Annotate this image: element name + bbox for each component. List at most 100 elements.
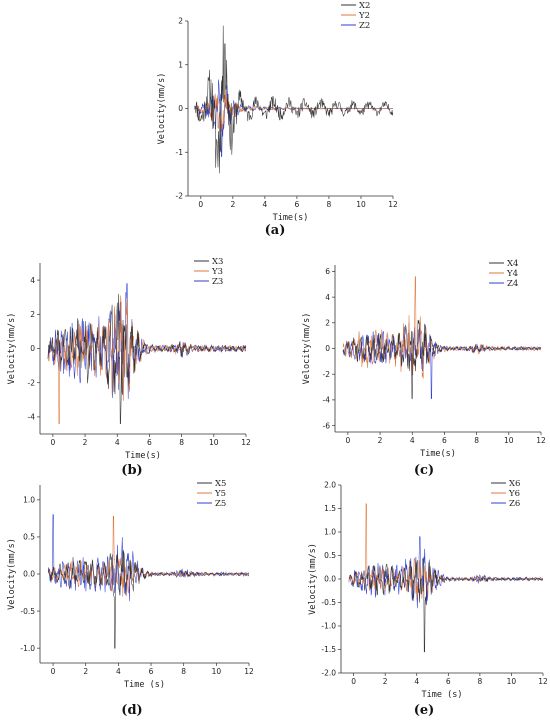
x-tick-label: 8 — [181, 667, 186, 676]
y-tick-label: -6 — [323, 421, 331, 430]
x-tick-label: 12 — [241, 438, 251, 447]
x-tick-label: 8 — [327, 200, 332, 209]
x-tick-label: 10 — [209, 438, 219, 447]
series-line-y3 — [47, 295, 246, 424]
y-tick-label: 0 — [325, 344, 330, 353]
legend-label-x6: X6 — [509, 479, 520, 489]
legend-label-y3: Y3 — [211, 267, 223, 277]
legend-label-x5: X5 — [215, 479, 226, 489]
series-line-x5 — [48, 551, 249, 649]
y-tick-label: 4 — [30, 276, 35, 285]
series-line-z5 — [47, 514, 249, 602]
y-axis-label: Velocity(mm/s) — [7, 313, 17, 385]
x-tick-label: 0 — [345, 436, 350, 445]
panel-caption: (d) — [121, 703, 142, 718]
y-axis-label: Velocity(mm/s) — [157, 73, 167, 145]
y-tick-label: 2.0 — [324, 481, 336, 490]
y-tick-label: -1.5 — [321, 645, 336, 654]
y-tick-label: 0 — [178, 104, 183, 113]
y-tick-label: 1 — [178, 60, 183, 69]
y-tick-label: -4 — [28, 413, 36, 422]
y-tick-label: 6 — [325, 267, 330, 276]
x-tick-label: 8 — [477, 677, 482, 686]
y-tick-label: 1.5 — [324, 504, 336, 513]
x-tick-label: 10 — [504, 436, 514, 445]
x-tick-label: 6 — [446, 677, 451, 686]
legend-label-y4: Y4 — [506, 269, 518, 279]
panel-caption: (b) — [121, 463, 142, 478]
legend-label-x4: X4 — [507, 259, 518, 269]
y-tick-label: -0.5 — [321, 598, 336, 607]
panel-caption: (e) — [414, 703, 435, 718]
x-tick-label: 2 — [383, 677, 388, 686]
y-tick-label: 0 — [30, 344, 35, 353]
chart-panel-5: 0 2 4 6 8 10 12 -2.0 -1.5 -1.0 -0.5 0.0 0.5 1.0 1.5 2.0… — [308, 479, 548, 718]
x-tick-label: 4 — [115, 438, 120, 447]
legend-label-z2: Z2 — [359, 21, 370, 31]
legend-label-y6: Y6 — [508, 489, 520, 499]
series-line-x6 — [348, 558, 543, 653]
y-tick-label: 1.0 — [324, 528, 336, 537]
x-tick-label: 6 — [149, 667, 154, 676]
x-tick-label: 4 — [410, 436, 415, 445]
y-tick-label: -4 — [323, 396, 331, 405]
y-tick-label: -2 — [28, 378, 36, 387]
y-tick-label: 0.0 — [324, 575, 336, 584]
y-axis-label: Velocity(mm/s) — [7, 538, 17, 610]
series-line-y5 — [47, 515, 249, 597]
y-tick-label: -1.0 — [321, 622, 336, 631]
y-tick-label: 4 — [325, 293, 330, 302]
y-tick-label: 2 — [30, 310, 35, 319]
x-tick-label: 2 — [230, 200, 235, 209]
x-tick-label: 6 — [295, 200, 300, 209]
chart-panel-2: 0 2 4 6 8 10 12 -4 -2 0 2 4 Time(s) Velocity(mm/s) X3Y… — [7, 257, 251, 478]
legend-label-x2: X2 — [359, 1, 370, 11]
y-tick-label: -1.0 — [20, 644, 35, 653]
series-line-z4 — [342, 322, 541, 399]
y-tick-label: 2 — [325, 319, 330, 328]
x-tick-label: 0 — [50, 438, 55, 447]
x-axis-label: Time(s) — [420, 449, 456, 459]
y-tick-label: -2 — [323, 370, 331, 379]
x-axis-label: Time(s) — [273, 213, 309, 223]
x-tick-label: 2 — [83, 667, 88, 676]
x-axis-label: Time (s) — [124, 680, 165, 690]
legend-label-z3: Z3 — [212, 277, 223, 287]
legend-label-x3: X3 — [212, 257, 223, 267]
chart-panel-3: 0 2 4 6 8 10 12 -6 -4 -2 0 2 4 6 Time(s) Velocity(mm/s)… — [302, 259, 546, 478]
x-tick-label: 4 — [116, 667, 121, 676]
y-tick-label: 1.0 — [23, 496, 35, 505]
x-tick-label: 10 — [356, 200, 366, 209]
series-line-x2 — [194, 25, 393, 174]
panel-caption: (c) — [414, 463, 434, 478]
series-line-x4 — [342, 319, 541, 399]
x-tick-label: 12 — [388, 200, 398, 209]
y-tick-label: -0.5 — [20, 607, 35, 616]
x-tick-label: 4 — [262, 200, 267, 209]
x-tick-label: 12 — [538, 677, 548, 686]
series-line-z3 — [47, 283, 246, 399]
legend-label-z5: Z5 — [215, 499, 226, 509]
x-tick-label: 10 — [507, 677, 517, 686]
x-tick-label: 6 — [442, 436, 447, 445]
x-tick-label: 8 — [474, 436, 479, 445]
x-tick-label: 6 — [147, 438, 152, 447]
chart-panel-4: 0 2 4 6 8 10 12 -1.0 -0.5 0.0 0.5 1.0 Time (s) Veloci… — [7, 479, 254, 718]
x-tick-label: 12 — [244, 667, 254, 676]
y-tick-label: -2.0 — [321, 669, 336, 678]
x-tick-label: 0 — [198, 200, 203, 209]
panel-caption: (a) — [265, 223, 286, 238]
x-tick-label: 0 — [351, 677, 356, 686]
legend-label-z4: Z4 — [507, 279, 518, 289]
y-tick-label: 0.5 — [23, 533, 35, 542]
chart-panel-1: 0 2 4 6 8 10 12-2-1012Time(s)Velocity(mm/s)X2Y… — [157, 1, 398, 238]
x-tick-label: 10 — [212, 667, 222, 676]
series-line-y4 — [342, 276, 541, 379]
y-tick-label: -1 — [176, 148, 184, 157]
x-axis-label: Time(s) — [125, 451, 161, 461]
legend-label-y5: Y5 — [214, 489, 226, 499]
y-tick-label: 0.5 — [324, 551, 336, 560]
x-tick-label: 2 — [378, 436, 383, 445]
x-tick-label: 12 — [536, 436, 546, 445]
